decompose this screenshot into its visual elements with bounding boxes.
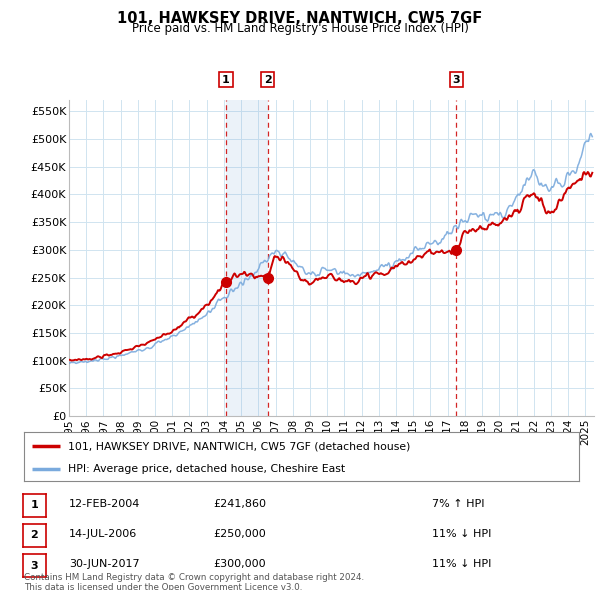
Text: Price paid vs. HM Land Registry's House Price Index (HPI): Price paid vs. HM Land Registry's House … xyxy=(131,22,469,35)
Text: 101, HAWKSEY DRIVE, NANTWICH, CW5 7GF (detached house): 101, HAWKSEY DRIVE, NANTWICH, CW5 7GF (d… xyxy=(68,441,411,451)
Text: 1: 1 xyxy=(31,500,38,510)
Text: 30-JUN-2017: 30-JUN-2017 xyxy=(69,559,140,569)
Bar xyxy=(226,100,268,416)
Text: 2: 2 xyxy=(31,530,38,540)
Text: 1: 1 xyxy=(222,75,230,84)
Text: 3: 3 xyxy=(31,560,38,571)
Text: HPI: Average price, detached house, Cheshire East: HPI: Average price, detached house, Ches… xyxy=(68,464,346,474)
Text: 2: 2 xyxy=(264,75,272,84)
Text: £300,000: £300,000 xyxy=(214,559,266,569)
Text: This data is licensed under the Open Government Licence v3.0.: This data is licensed under the Open Gov… xyxy=(24,583,302,590)
Text: 14-JUL-2006: 14-JUL-2006 xyxy=(69,529,137,539)
Text: 11% ↓ HPI: 11% ↓ HPI xyxy=(432,529,491,539)
Text: £250,000: £250,000 xyxy=(214,529,266,539)
Text: 11% ↓ HPI: 11% ↓ HPI xyxy=(432,559,491,569)
Text: Contains HM Land Registry data © Crown copyright and database right 2024.: Contains HM Land Registry data © Crown c… xyxy=(24,573,364,582)
Text: £241,860: £241,860 xyxy=(214,499,266,509)
Text: 101, HAWKSEY DRIVE, NANTWICH, CW5 7GF: 101, HAWKSEY DRIVE, NANTWICH, CW5 7GF xyxy=(118,11,482,25)
Text: 12-FEB-2004: 12-FEB-2004 xyxy=(69,499,140,509)
Text: 3: 3 xyxy=(452,75,460,84)
Text: 7% ↑ HPI: 7% ↑ HPI xyxy=(432,499,485,509)
